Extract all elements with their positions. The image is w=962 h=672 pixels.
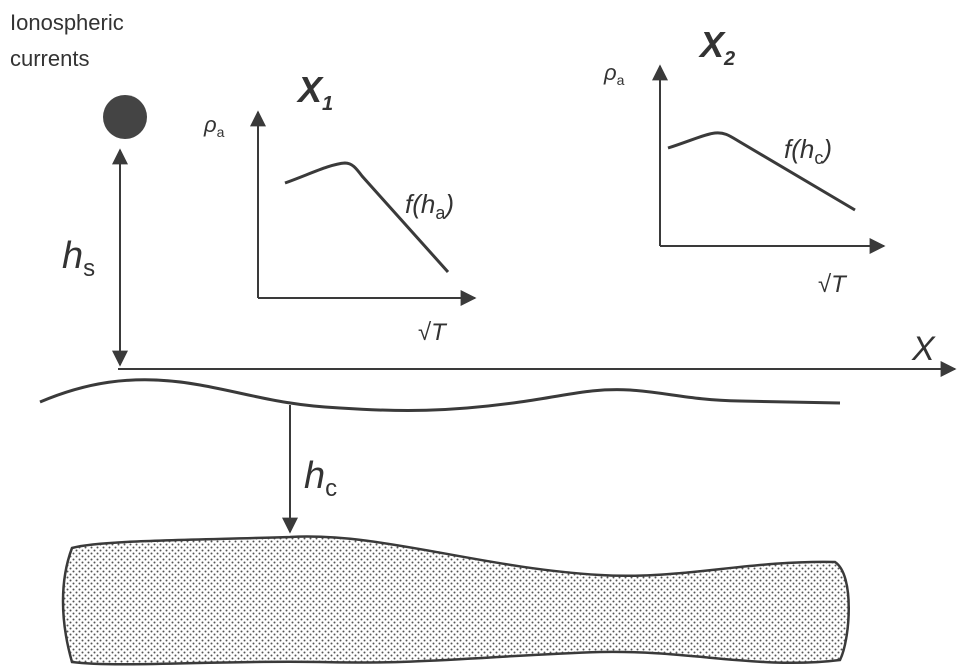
symbol: h <box>62 235 83 277</box>
station-label: X2 <box>698 24 735 70</box>
source-label: Ionospheric <box>10 10 124 35</box>
x-axis-label: √T <box>418 319 448 346</box>
curve-label: f(ha) <box>405 189 454 223</box>
conductor-body <box>63 537 849 665</box>
subscript: c <box>814 148 823 168</box>
curve-label: f(hc) <box>784 134 832 168</box>
symbol: X <box>296 69 324 110</box>
y-axis-label: ρa <box>203 112 225 140</box>
curve-label-text: f(h <box>405 189 435 219</box>
symbol: ρ <box>603 60 617 85</box>
symbol: X <box>698 24 726 65</box>
subscript: 2 <box>723 48 735 70</box>
conductor-depth-label: hc <box>304 455 337 502</box>
source-height-label: hs <box>62 235 95 282</box>
subscript: c <box>325 475 337 502</box>
station-label: X1 <box>296 69 333 115</box>
subscript: s <box>83 255 95 282</box>
curve-label-text: f(h <box>784 134 814 164</box>
source-label: currents <box>10 46 89 71</box>
y-axis-label: ρa <box>603 60 625 88</box>
symbol: h <box>304 455 325 497</box>
subscript: 1 <box>322 93 333 115</box>
current-source <box>103 95 147 139</box>
profile-axis-label: X <box>911 330 936 368</box>
symbol: ρ <box>203 112 217 137</box>
subscript: a <box>617 72 625 88</box>
subscript: a <box>217 124 225 140</box>
x-axis-label: √T <box>818 271 848 298</box>
diagram: Ionospheric currents hs X hc ρa X1 f(ha)… <box>0 0 962 672</box>
ground-surface <box>40 380 840 411</box>
